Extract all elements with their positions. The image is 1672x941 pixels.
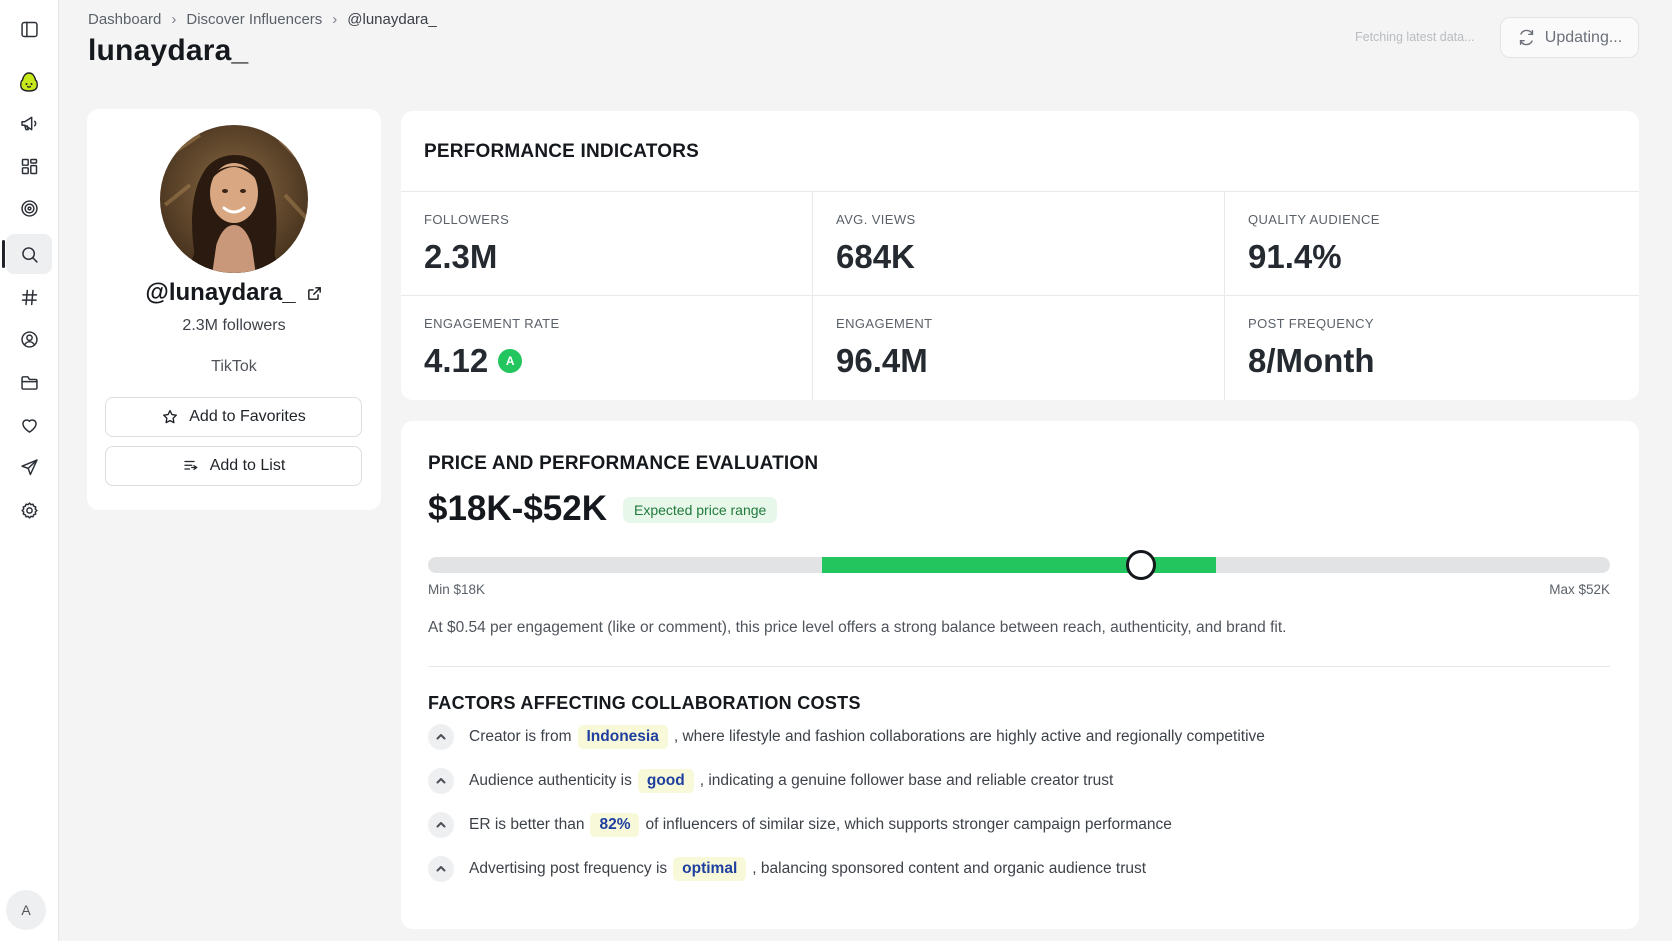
grid-icon[interactable] — [6, 146, 52, 186]
profile-handle: @lunaydara_ — [87, 279, 381, 307]
breadcrumb-dashboard[interactable]: Dashboard — [88, 11, 162, 28]
metric-engagement-rate: ENGAGEMENT RATE 4.12 A — [401, 296, 813, 400]
profile-handle-text: @lunaydara_ — [145, 279, 296, 306]
metrics-grid: FOLLOWERS 2.3M AVG. VIEWS 684K QUALITY A… — [401, 191, 1639, 400]
target-icon[interactable] — [6, 188, 52, 228]
metric-value: 684K — [836, 238, 915, 276]
fetching-status: Fetching latest data... — [1355, 30, 1475, 44]
price-evaluation-card: PRICE AND PERFORMANCE EVALUATION $18K-$5… — [401, 421, 1639, 929]
profile-card: @lunaydara_ 2.3M followers TikTok Add to… — [87, 109, 381, 510]
settings-icon[interactable] — [6, 490, 52, 530]
chevron-up-icon[interactable] — [428, 768, 454, 794]
factors-title: FACTORS AFFECTING COLLABORATION COSTS — [428, 693, 861, 713]
metric-label: QUALITY AUDIENCE — [1248, 212, 1380, 227]
price-slider-track — [428, 550, 1610, 580]
price-title: PRICE AND PERFORMANCE EVALUATION — [428, 453, 819, 474]
toggle-sidebar-icon[interactable] — [6, 9, 52, 49]
refresh-icon — [1519, 29, 1533, 46]
external-link-icon[interactable] — [306, 285, 323, 302]
chevron-up-icon[interactable] — [428, 856, 454, 882]
brand-logo-icon[interactable] — [6, 62, 52, 102]
metric-value: 2.3M — [424, 238, 497, 276]
user-circle-icon[interactable] — [6, 319, 52, 359]
add-to-favorites-label: Add to Favorites — [189, 408, 306, 425]
megaphone-icon[interactable] — [6, 103, 52, 143]
update-button[interactable]: Updating... — [1500, 17, 1639, 58]
metric-value: 96.4M — [836, 342, 928, 380]
slider-max-label: Max $52K — [1549, 582, 1610, 597]
grade-badge: A — [498, 349, 523, 373]
metric-engagement: ENGAGEMENT 96.4M — [813, 296, 1225, 400]
add-to-list-button[interactable]: Add to List — [105, 446, 362, 486]
add-to-favorites-button[interactable]: Add to Favorites — [105, 397, 362, 437]
factor-highlight: optimal — [673, 857, 747, 881]
factor-highlight: good — [637, 769, 694, 793]
metric-value-text: 8/Month — [1248, 342, 1375, 379]
chevron-up-icon[interactable] — [428, 724, 454, 750]
breadcrumb: Dashboard › Discover Influencers › @luna… — [88, 11, 437, 28]
sidebar: A — [0, 0, 59, 941]
metric-value: 91.4% — [1248, 238, 1342, 276]
metric-value: 4.12 A — [424, 342, 523, 380]
profile-followers: 2.3M followers — [182, 317, 286, 334]
update-button-label: Updating... — [1544, 28, 1623, 46]
factor-text: Audience authenticity is — [469, 772, 632, 789]
factor-text: of influencers of similar size, which su… — [645, 816, 1172, 833]
factor-highlight: Indonesia — [577, 725, 668, 749]
page-title: lunaydara_ — [88, 34, 249, 67]
metric-quality-audience: QUALITY AUDIENCE 91.4% — [1225, 192, 1639, 296]
metric-followers: FOLLOWERS 2.3M — [401, 192, 813, 296]
metric-value-text: 4.12 — [424, 342, 489, 379]
factor-item: Audience authenticity is good , indicati… — [428, 767, 1113, 795]
chevron-right-icon: › — [332, 11, 338, 28]
factor-item: Creator is from Indonesia , where lifest… — [428, 723, 1265, 751]
price-slider-thumb[interactable] — [1125, 550, 1156, 580]
price-description: At $0.54 per engagement (like or comment… — [428, 619, 1287, 636]
performance-title: PERFORMANCE INDICATORS — [424, 141, 699, 162]
breadcrumb-discover-influencers[interactable]: Discover Influencers — [186, 11, 323, 28]
star-icon — [163, 409, 178, 424]
performance-card: PERFORMANCE INDICATORS FOLLOWERS 2.3M AV… — [401, 111, 1639, 400]
metric-label: AVG. VIEWS — [836, 212, 916, 227]
metric-label: FOLLOWERS — [424, 212, 510, 227]
chevron-up-icon[interactable] — [428, 812, 454, 838]
factor-text: , balancing sponsored content and organi… — [752, 860, 1147, 877]
list-add-icon — [184, 460, 197, 471]
search-icon[interactable] — [2, 234, 52, 274]
heart-icon[interactable] — [6, 405, 52, 445]
send-icon[interactable] — [6, 447, 52, 487]
add-to-list-label: Add to List — [209, 457, 286, 474]
factor-item: Advertising post frequency is optimal , … — [428, 855, 1146, 883]
metric-label: ENGAGEMENT — [836, 316, 933, 331]
divider — [428, 666, 1610, 667]
factor-text: ER is better than — [469, 816, 585, 833]
metric-value-text: 96.4M — [836, 342, 928, 379]
breadcrumb-current: @lunaydara_ — [347, 11, 437, 28]
price-range: $18K-$52K — [428, 489, 607, 528]
price-slider-fill — [821, 557, 1217, 573]
factor-highlight: 82% — [590, 813, 640, 837]
folder-icon[interactable] — [6, 362, 52, 402]
metric-label: ENGAGEMENT RATE — [424, 316, 560, 331]
price-range-tag: Expected price range — [623, 497, 778, 523]
metric-value: 8/Month — [1248, 342, 1374, 380]
slider-min-label: Min $18K — [428, 582, 486, 597]
hashtag-icon[interactable] — [6, 277, 52, 317]
metric-value-text: 684K — [836, 238, 915, 275]
metric-label: POST FREQUENCY — [1248, 316, 1374, 331]
factor-text: Creator is from — [469, 728, 572, 745]
user-avatar[interactable]: A — [6, 890, 46, 930]
profile-platform: TikTok — [211, 358, 257, 375]
factor-text: Advertising post frequency is — [469, 860, 668, 877]
metric-value-text: 91.4% — [1248, 238, 1342, 275]
metric-value-text: 2.3M — [424, 238, 498, 275]
chevron-right-icon: › — [171, 11, 177, 28]
metric-avg-views: AVG. VIEWS 684K — [813, 192, 1225, 296]
factor-item: ER is better than 82% of influencers of … — [428, 811, 1172, 839]
metric-post-frequency: POST FREQUENCY 8/Month — [1225, 296, 1639, 400]
profile-photo — [160, 125, 308, 273]
factor-text: , indicating a genuine follower base and… — [699, 772, 1114, 789]
factor-text: , where lifestyle and fashion collaborat… — [673, 728, 1265, 745]
